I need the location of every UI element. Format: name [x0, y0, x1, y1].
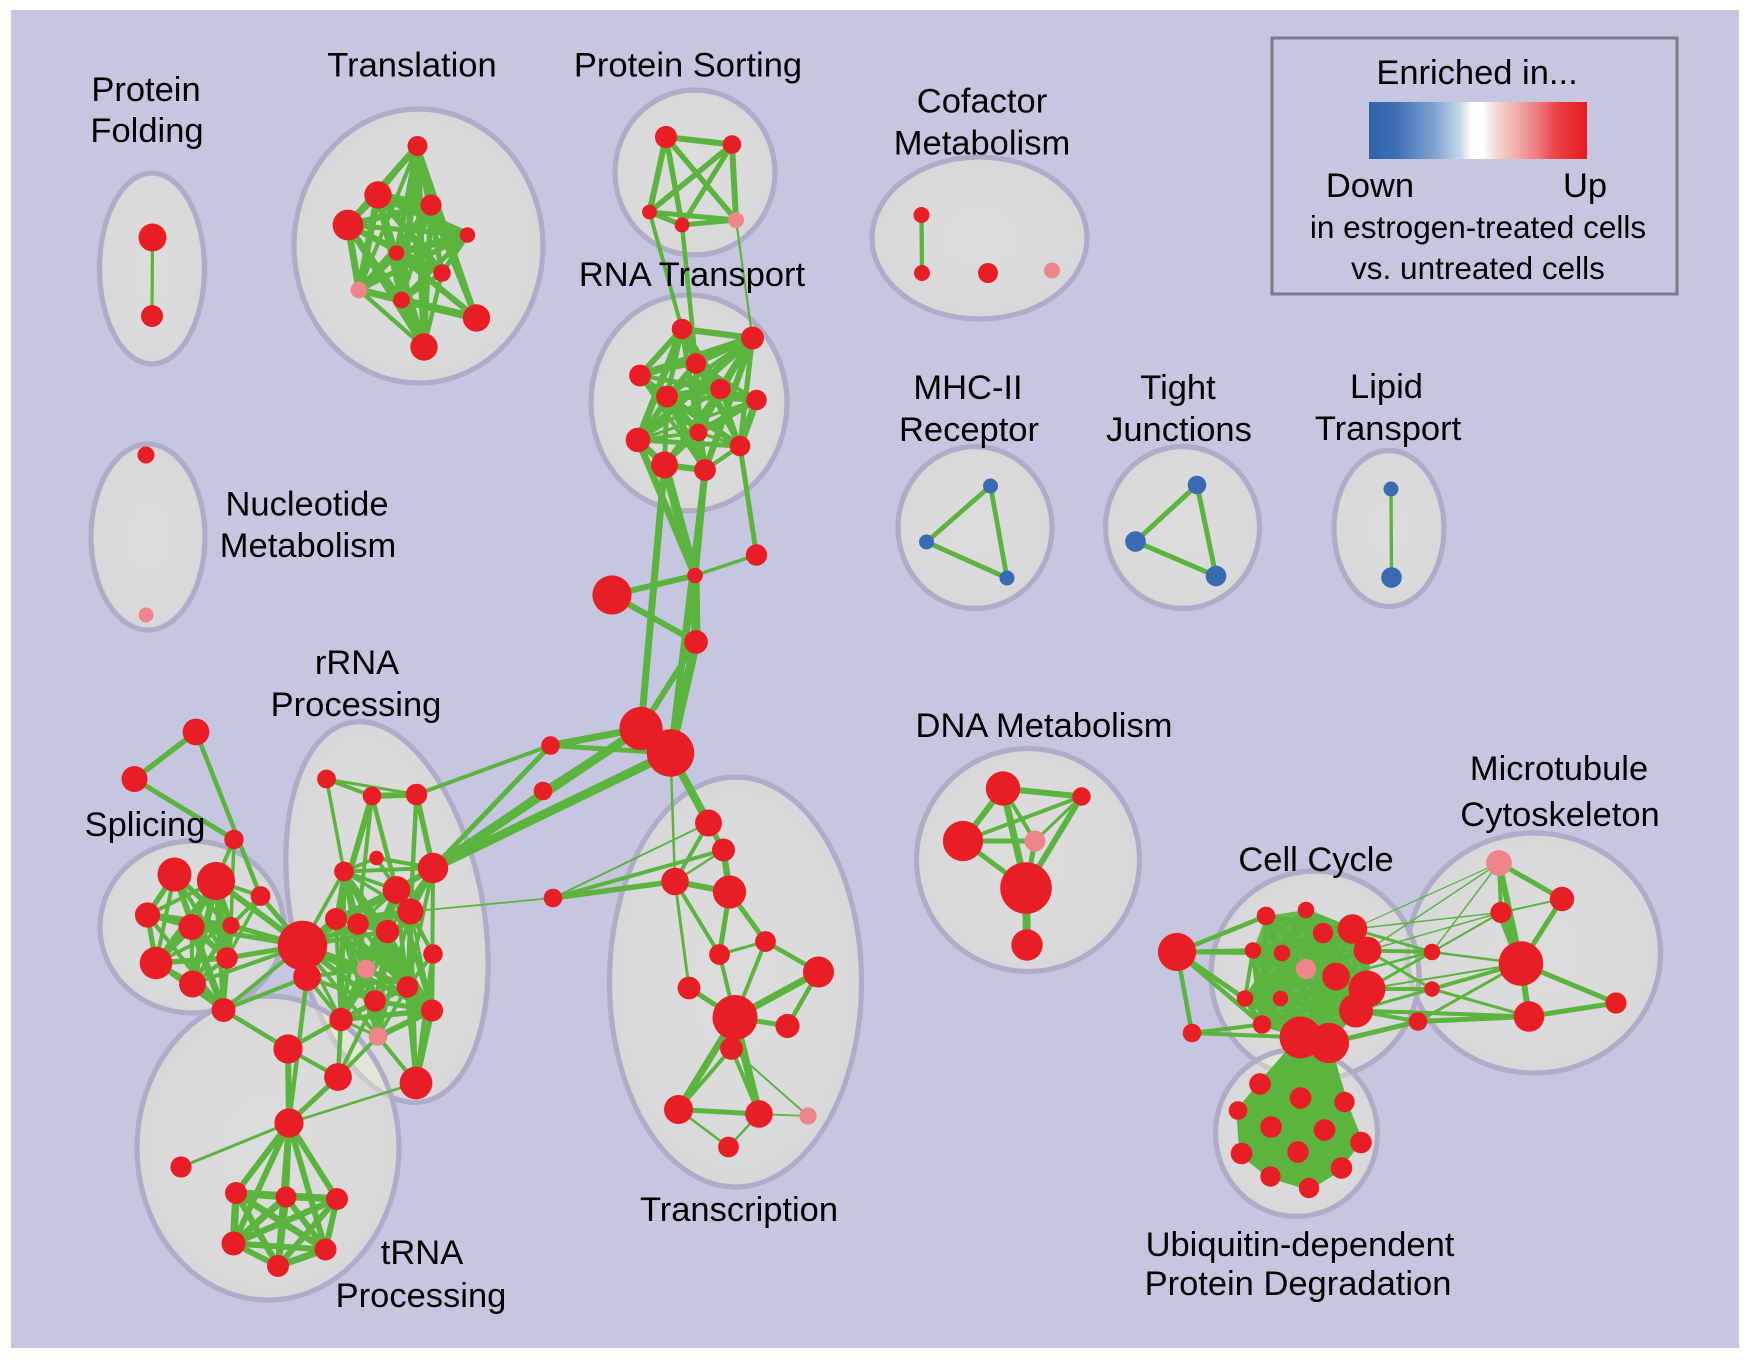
svg-text:Nucleotide: Nucleotide	[225, 486, 388, 524]
svg-text:tRNA: tRNA	[381, 1234, 463, 1272]
svg-text:Processing: Processing	[271, 686, 442, 724]
svg-text:rRNA: rRNA	[315, 644, 399, 682]
svg-text:MHC-II: MHC-II	[913, 369, 1022, 407]
svg-text:Transcription: Transcription	[640, 1191, 838, 1229]
svg-text:DNA Metabolism: DNA Metabolism	[916, 707, 1173, 745]
svg-text:Transport: Transport	[1315, 410, 1462, 448]
svg-text:Microtubule: Microtubule	[1470, 750, 1648, 788]
svg-text:Up: Up	[1563, 167, 1607, 205]
svg-text:Tight: Tight	[1140, 369, 1216, 407]
svg-text:Metabolism: Metabolism	[894, 125, 1070, 163]
svg-text:Enriched in...: Enriched in...	[1376, 54, 1577, 92]
svg-text:Protein Degradation: Protein Degradation	[1145, 1265, 1452, 1303]
svg-text:Cytoskeleton: Cytoskeleton	[1460, 796, 1659, 834]
svg-text:Splicing: Splicing	[85, 806, 206, 844]
svg-text:Metabolism: Metabolism	[220, 527, 396, 565]
svg-text:in estrogen-treated cells: in estrogen-treated cells	[1310, 209, 1646, 245]
svg-text:RNA Transport: RNA Transport	[579, 256, 806, 294]
svg-text:Translation: Translation	[327, 47, 496, 85]
svg-text:Protein Sorting: Protein Sorting	[574, 47, 802, 85]
svg-text:Processing: Processing	[336, 1277, 507, 1315]
svg-text:vs. untreated cells: vs. untreated cells	[1351, 250, 1605, 286]
svg-text:Down: Down	[1326, 167, 1414, 205]
svg-text:Cofactor: Cofactor	[917, 83, 1047, 121]
svg-text:Protein: Protein	[91, 71, 200, 109]
svg-text:Cell Cycle: Cell Cycle	[1238, 841, 1393, 879]
svg-text:Lipid: Lipid	[1350, 368, 1423, 406]
svg-text:Folding: Folding	[90, 112, 203, 150]
svg-text:Ubiquitin-dependent: Ubiquitin-dependent	[1146, 1226, 1455, 1264]
svg-text:Junctions: Junctions	[1106, 411, 1252, 449]
svg-text:Receptor: Receptor	[899, 411, 1039, 449]
